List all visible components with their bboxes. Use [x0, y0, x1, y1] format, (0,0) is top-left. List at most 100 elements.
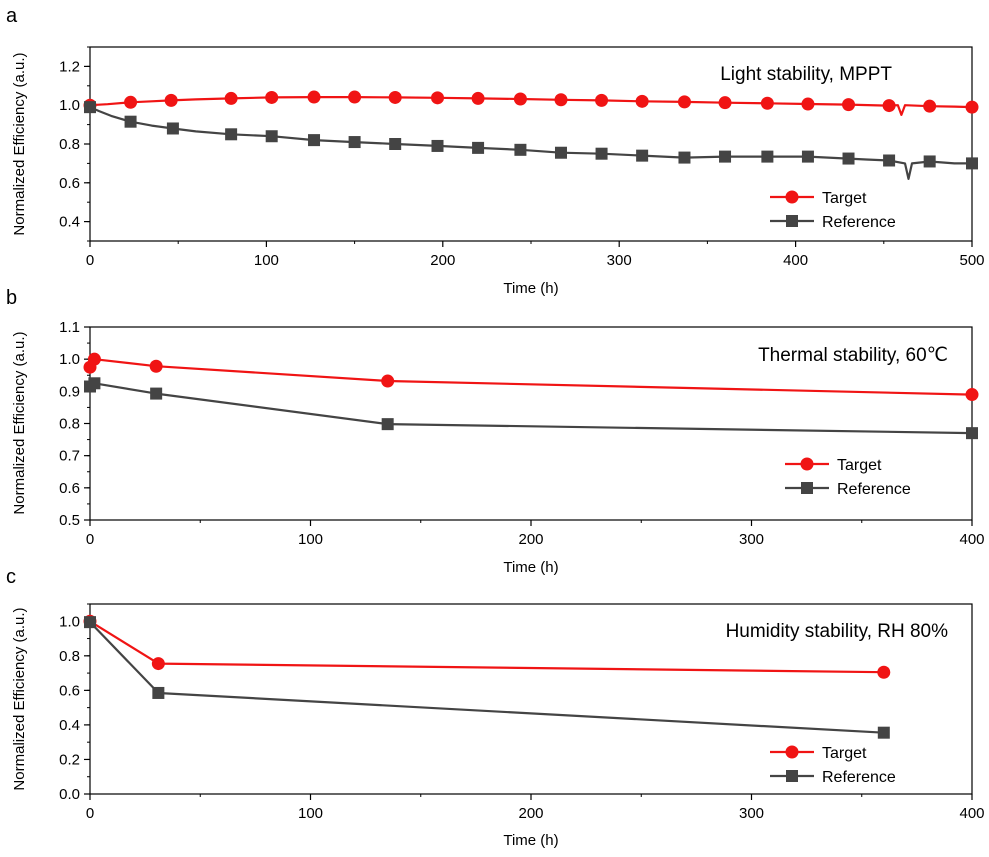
data-point	[265, 90, 279, 104]
y-tick-label: 0.4	[59, 214, 80, 231]
x-tick-label: 0	[86, 252, 94, 269]
legend-marker	[786, 215, 798, 227]
data-point	[348, 136, 361, 149]
y-axis-title: Normalized Efficiency (a.u.)	[11, 52, 28, 235]
data-point	[877, 665, 891, 679]
data-point	[150, 387, 163, 400]
panel-annotation: Light stability, MPPT	[720, 64, 892, 85]
x-tick-label: 300	[739, 805, 764, 822]
data-point	[966, 427, 978, 440]
data-point	[472, 141, 485, 154]
x-axis-title: Time (h)	[503, 559, 558, 576]
x-tick-label: 200	[518, 805, 543, 822]
legend-label: Target	[822, 745, 867, 762]
legend-marker	[786, 770, 798, 782]
data-point	[84, 101, 96, 114]
data-point	[87, 352, 101, 366]
x-tick-label: 300	[739, 531, 764, 548]
data-point	[431, 139, 444, 152]
data-point	[151, 657, 165, 671]
series-line	[89, 106, 972, 180]
y-tick-label: 1.2	[59, 58, 80, 75]
data-point	[307, 90, 321, 104]
data-point	[348, 90, 362, 104]
data-point	[124, 115, 137, 128]
data-point	[882, 99, 896, 113]
data-point	[308, 134, 321, 147]
y-tick-label: 0.6	[59, 480, 80, 497]
data-point	[883, 154, 896, 167]
x-tick-label: 0	[86, 805, 94, 822]
legend-marker	[800, 457, 814, 471]
data-point	[923, 99, 937, 113]
series-reference	[84, 101, 978, 180]
legend-marker	[785, 745, 799, 759]
series-reference	[84, 377, 978, 440]
y-tick-label: 0.4	[59, 717, 80, 734]
legend-label: Target	[822, 190, 867, 207]
y-tick-label: 0.7	[59, 448, 80, 465]
panel-c: 0 100 200 300 400 0.0 0.2 0.4 0.6 0.8 1.0 Time (h) N…	[6, 566, 985, 849]
y-axis-title: Normalized Efficiency (a.u.)	[11, 607, 28, 790]
data-point	[265, 130, 278, 143]
data-point	[152, 686, 165, 699]
data-point	[635, 94, 649, 108]
y-tick-label: 1.0	[59, 351, 80, 368]
data-point	[760, 96, 774, 110]
x-axis-title: Time (h)	[503, 832, 558, 849]
data-point	[966, 157, 978, 170]
data-point	[149, 359, 163, 373]
series-line	[89, 95, 973, 117]
y-tick-label: 0.6	[59, 175, 80, 192]
x-tick-label: 100	[298, 531, 323, 548]
data-point	[965, 100, 979, 114]
panel-annotation: Humidity stability, RH 80%	[726, 621, 949, 642]
data-point	[513, 92, 527, 106]
series-target	[83, 352, 979, 402]
y-tick-label: 0.6	[59, 682, 80, 699]
data-point	[381, 418, 394, 431]
y-tick-label: 0.2	[59, 751, 80, 768]
data-point	[842, 152, 855, 165]
data-point	[965, 388, 979, 402]
data-point	[842, 98, 856, 112]
data-point	[761, 150, 774, 163]
series-reference	[84, 616, 890, 739]
data-point	[514, 143, 527, 156]
x-tick-label: 100	[298, 805, 323, 822]
data-point	[877, 726, 890, 739]
legend-label: Reference	[822, 769, 896, 786]
data-point	[718, 96, 732, 110]
x-tick-label: 0	[86, 531, 94, 548]
data-point	[225, 128, 238, 141]
legend-label: Reference	[822, 214, 896, 231]
panel-label: b	[6, 287, 17, 309]
legend-marker	[801, 482, 813, 494]
y-tick-label: 1.0	[59, 613, 80, 630]
panel-annotation: Thermal stability, 60℃	[758, 345, 948, 366]
data-point	[471, 91, 485, 105]
x-tick-label: 500	[959, 252, 984, 269]
data-point	[595, 147, 608, 160]
x-tick-label: 400	[783, 252, 808, 269]
data-point	[923, 155, 936, 168]
legend-marker	[785, 190, 799, 204]
x-tick-label: 200	[518, 531, 543, 548]
data-point	[381, 374, 395, 388]
data-point	[389, 138, 402, 150]
x-tick-label: 400	[959, 805, 984, 822]
data-point	[554, 146, 567, 159]
data-point	[801, 150, 814, 163]
legend-label: Target	[837, 457, 882, 474]
y-axis-title: Normalized Efficiency (a.u.)	[11, 331, 28, 514]
y-tick-label: 1.1	[59, 319, 80, 336]
data-point	[554, 93, 568, 107]
panel-b: 0 100 200 300 400 0.5 0.6 0.7 0.8 0.9 1.0 1.1 Time (…	[6, 287, 985, 576]
x-tick-label: 200	[430, 252, 455, 269]
legend-label: Reference	[837, 481, 911, 498]
y-tick-label: 0.8	[59, 648, 80, 665]
data-point	[164, 93, 178, 107]
data-point	[595, 93, 609, 107]
y-tick-label: 0.8	[59, 416, 80, 433]
